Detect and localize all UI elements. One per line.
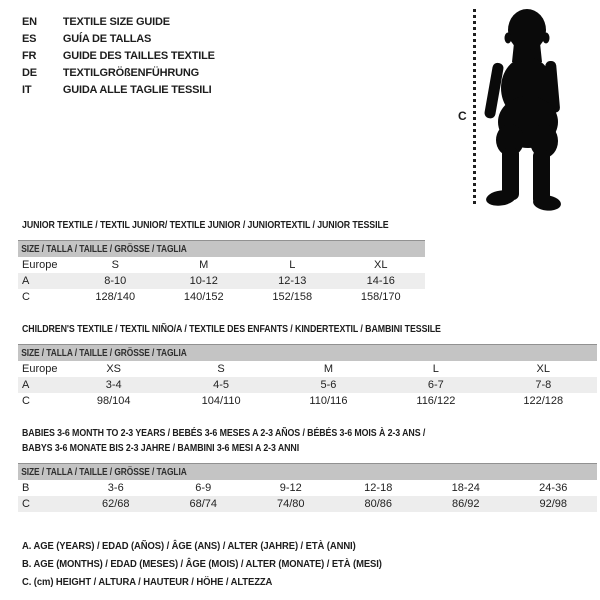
size-value: XL — [374, 259, 388, 271]
junior-table-title: JUNIOR TEXTILE / TEXTIL JUNIOR/ TEXTILE … — [22, 219, 389, 231]
guide-title-fr: GUIDE DES TAILLES TEXTILE — [62, 50, 215, 62]
language-row-es: ES GUÍA DE TALLAS — [22, 31, 215, 48]
children-table-title: CHILDREN'S TEXTILE / TEXTIL NIÑO/A / TEX… — [22, 323, 441, 335]
size-header-label: SIZE / TALLA / TAILLE / GRÖSSE / TAGLIA — [21, 466, 187, 478]
guide-title-en: TEXTILE SIZE GUIDE — [62, 16, 170, 28]
size-value: XL — [536, 363, 551, 375]
size-header-band: SIZE / TALLA / TAILLE / GRÖSSE / TAGLIA — [18, 344, 597, 361]
row-label: A — [18, 377, 60, 393]
legend-note-c: C. (cm) HEIGHT / ALTURA / HAUTEUR / HÖHE… — [22, 576, 273, 588]
size-value: 3-4 — [60, 377, 168, 393]
size-value: 6-7 — [382, 377, 490, 393]
junior-size-table: SIZE / TALLA / TAILLE / GRÖSSE / TAGLIA … — [18, 240, 425, 305]
size-value: M — [323, 363, 334, 375]
size-value: 140/152 — [183, 291, 224, 303]
language-row-fr: FR GUIDE DES TAILLES TEXTILE — [22, 48, 215, 65]
row-label: Europe — [22, 363, 58, 375]
language-code: EN — [22, 16, 37, 28]
size-value: S — [217, 363, 225, 375]
size-value: 12-13 — [248, 273, 337, 289]
size-value: 104/110 — [201, 395, 241, 407]
language-code: DE — [22, 67, 37, 79]
height-cm-row: C 98/104 104/110 110/116 116/122 122/128 — [18, 393, 597, 409]
guide-title-it: GUIDA ALLE TAGLIE TESSILI — [62, 84, 212, 96]
size-value: 158/170 — [360, 291, 401, 303]
height-dotted-line — [473, 9, 476, 206]
size-value: 152/158 — [272, 291, 313, 303]
size-value: 68/74 — [159, 496, 247, 512]
babies-title-line1: BABIES 3-6 MONTH TO 2-3 YEARS / BEBÉS 3-… — [22, 427, 426, 439]
row-label: C — [22, 291, 30, 303]
size-value: 62/68 — [72, 496, 160, 512]
size-value: 4-5 — [167, 377, 275, 393]
guide-title-de: TEXTILGRÖßENFÜHRUNG — [62, 67, 199, 79]
size-value: 5-6 — [274, 377, 383, 393]
size-value: 7-8 — [489, 377, 597, 393]
size-value: 110/116 — [309, 395, 348, 407]
baby-silhouette — [484, 9, 561, 211]
size-value: 86/92 — [422, 496, 510, 512]
size-value: 10-12 — [159, 273, 248, 289]
row-label: C — [22, 395, 30, 407]
size-value: 14-16 — [336, 273, 425, 289]
height-cm-row: C 128/140 140/152 152/158 158/170 — [18, 289, 425, 305]
language-code: IT — [22, 84, 32, 96]
babies-title-line2: BABYS 3-6 MONATE BIS 2-3 JAHRE / BAMBINI… — [22, 442, 300, 454]
size-value: 116/122 — [416, 395, 456, 407]
legend-note-b: B. AGE (MONTHS) / EDAD (MESES) / ÂGE (MO… — [22, 558, 382, 570]
age-months-row: B 3-6 6-9 9-12 12-18 18-24 24-36 — [18, 480, 597, 496]
age-years-row: A 8-10 10-12 12-13 14-16 — [18, 273, 425, 289]
europe-sizes-row: Europe XS S M L XL — [18, 361, 597, 377]
europe-sizes-row: Europe S M L XL — [18, 257, 425, 273]
size-header-label: SIZE / TALLA / TAILLE / GRÖSSE / TAGLIA — [21, 243, 187, 255]
babies-table-title: BABIES 3-6 MONTH TO 2-3 YEARS / BEBÉS 3-… — [22, 426, 425, 456]
size-header-band: SIZE / TALLA / TAILLE / GRÖSSE / TAGLIA — [18, 240, 425, 257]
size-value: 80/86 — [334, 496, 422, 512]
size-value: 8-10 — [71, 273, 160, 289]
size-value: XS — [106, 363, 122, 375]
size-value: 6-9 — [195, 482, 212, 494]
size-value: 122/128 — [523, 395, 564, 407]
row-label: C — [18, 496, 72, 512]
language-row-it: IT GUIDA ALLE TAGLIE TESSILI — [22, 82, 215, 99]
size-value: 3-6 — [107, 482, 124, 494]
height-measure-label: C — [458, 109, 467, 123]
language-row-en: EN TEXTILE SIZE GUIDE — [22, 14, 215, 31]
size-value: 98/104 — [96, 395, 131, 407]
guide-title-es: GUÍA DE TALLAS — [62, 33, 152, 45]
size-header-label: SIZE / TALLA / TAILLE / GRÖSSE / TAGLIA — [21, 347, 187, 359]
size-value: 9-12 — [279, 482, 302, 494]
size-value: 18-24 — [451, 482, 480, 494]
row-label: Europe — [22, 259, 58, 271]
babies-size-table: SIZE / TALLA / TAILLE / GRÖSSE / TAGLIA … — [18, 463, 597, 512]
size-value: S — [111, 259, 119, 271]
size-value: 74/80 — [247, 496, 335, 512]
language-title-list: EN TEXTILE SIZE GUIDE ES GUÍA DE TALLAS … — [22, 14, 215, 99]
row-label: B — [22, 482, 30, 494]
size-value: 12-18 — [364, 482, 393, 494]
language-code: ES — [22, 33, 37, 45]
legend-note-a: A. AGE (YEARS) / EDAD (AÑOS) / ÂGE (ANS)… — [22, 540, 356, 552]
size-value: L — [432, 363, 439, 375]
children-size-table: SIZE / TALLA / TAILLE / GRÖSSE / TAGLIA … — [18, 344, 597, 409]
age-years-row: A 3-4 4-5 5-6 6-7 7-8 — [18, 377, 597, 393]
legend-notes: A. AGE (YEARS) / EDAD (AÑOS) / ÂGE (ANS)… — [22, 537, 422, 591]
size-value: 92/98 — [509, 496, 597, 512]
language-row-de: DE TEXTILGRÖßENFÜHRUNG — [22, 65, 215, 82]
size-value: M — [199, 259, 209, 271]
language-code: FR — [22, 50, 37, 62]
size-value: 128/140 — [95, 291, 136, 303]
height-cm-row: C 62/68 68/74 74/80 80/86 86/92 92/98 — [18, 496, 597, 512]
size-header-band: SIZE / TALLA / TAILLE / GRÖSSE / TAGLIA — [18, 463, 597, 480]
size-value: 24-36 — [539, 482, 568, 494]
size-value: L — [289, 259, 296, 271]
row-label: A — [18, 273, 71, 289]
